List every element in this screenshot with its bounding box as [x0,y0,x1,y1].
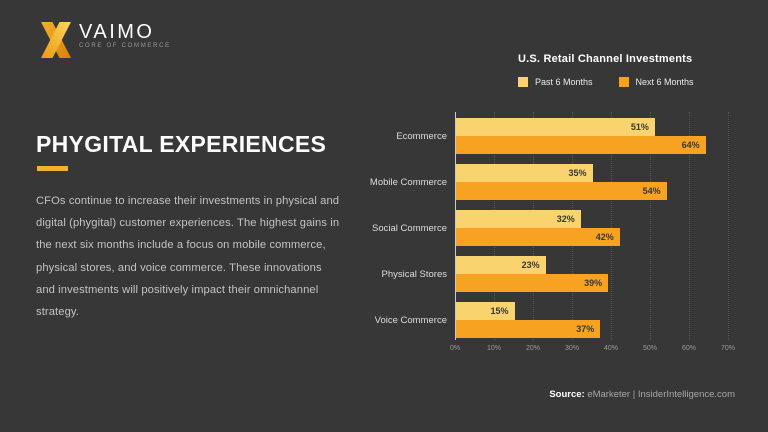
category-label: Voice Commerce [374,314,447,326]
bar-value-label: 39% [584,278,603,288]
gridline [611,112,612,340]
legend-swatch-icon [618,77,629,87]
axis-tick-label: 0% [449,345,461,352]
logo-text: VAIMO CORE OF COMMERCE [79,22,171,49]
category-label: Ecommerce [396,130,447,142]
axis-tick-label: 30% [564,345,580,352]
bar-next-6-months: 39% [456,274,609,292]
page-title: PHYGITAL EXPERIENCES [36,131,327,157]
bar-value-label: 23% [521,260,540,270]
chart-title: U.S. Retail Channel Investments [518,53,693,65]
bar-next-6-months: 42% [456,228,620,246]
gridline [650,112,651,340]
bar-value-label: 54% [642,186,661,196]
legend-label: Next 6 Months [635,77,694,87]
bar-value-label: 64% [681,140,700,150]
axis-tick-label: 70% [720,345,736,352]
source-line: Source: eMarketer | InsiderIntelligence.… [549,389,735,400]
brand-name: VAIMO [79,21,155,43]
source-text: eMarketer | InsiderIntelligence.com [584,389,735,400]
bar-next-6-months: 64% [456,136,706,154]
title-accent-bar [37,166,68,171]
chart-plot: 0% 10% 20% 30% 40% 50% 60% 70% Ecommerce 51% 64% Mo… [370,112,735,352]
axis-tick-label: 60% [681,345,697,352]
axis-tick-label: 20% [525,345,541,352]
axis-tick-label: 40% [603,345,619,352]
bar-value-label: 35% [568,168,587,178]
gridline [728,112,729,340]
legend-item-past-6-months: Past 6 Months [518,77,593,87]
legend-swatch-icon [518,77,528,87]
bar-past-6-months: 51% [456,118,655,136]
bar-value-label: 51% [630,122,649,132]
vaimo-x-icon [41,22,71,58]
bar-past-6-months: 15% [456,302,515,320]
axis-tick-label: 50% [642,345,658,352]
body-copy: CFOs continue to increase their investme… [36,195,340,319]
bar-value-label: 37% [576,324,595,334]
bar-past-6-months: 35% [456,164,593,182]
gridline [689,112,690,340]
category-label: Mobile Commerce [369,176,447,188]
bar-past-6-months: 23% [456,256,546,274]
bar-value-label: 42% [595,232,614,242]
legend-item-next-6-months: Next 6 Months [618,77,694,87]
bar-value-label: 15% [490,306,509,316]
bar-next-6-months: 37% [456,320,601,338]
bar-past-6-months: 32% [456,210,581,228]
axis-baseline [455,112,456,340]
axis-tick-label: 10% [486,345,502,352]
bar-value-label: 32% [556,214,575,224]
brand-tagline: CORE OF COMMERCE [79,43,171,49]
legend-label: Past 6 Months [535,77,593,87]
vaimo-logo: VAIMO CORE OF COMMERCE [39,22,171,58]
chart-legend: Past 6 Months Next 6 Months [518,77,694,87]
category-label: Physical Stores [381,268,447,280]
source-label: Source: [549,389,585,400]
category-label: Social Commerce [372,222,447,234]
bar-next-6-months: 54% [456,182,667,200]
